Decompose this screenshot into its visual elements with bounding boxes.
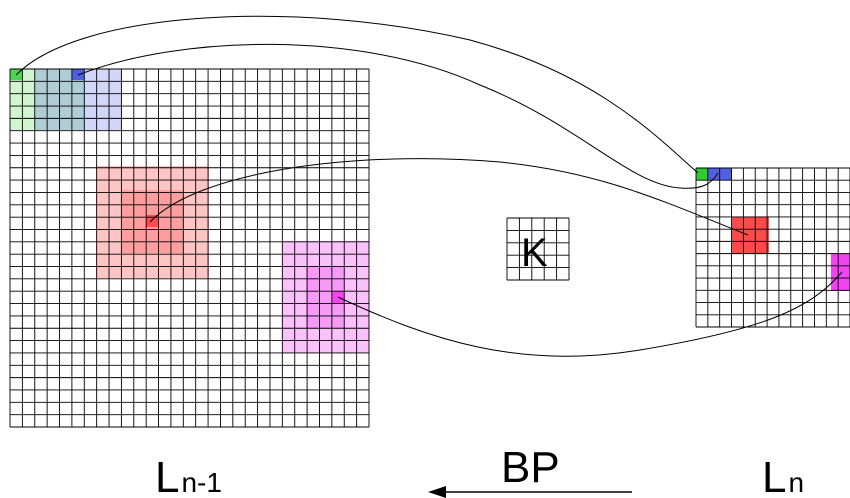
next-layer-grid <box>695 167 850 328</box>
backprop-arrow <box>428 486 632 498</box>
connections <box>15 15 843 357</box>
red-connection <box>149 158 749 236</box>
prev-layer-magenta-field <box>282 241 369 353</box>
next-layer-label-main: L <box>762 453 786 498</box>
prev-layer-label-sub: n-1 <box>181 467 221 498</box>
kernel-grid <box>506 217 570 281</box>
prev-layer-label: Ln-1 <box>155 453 222 498</box>
blue-connection <box>77 43 719 189</box>
prev-layer-highlights <box>10 69 369 353</box>
prev-layer-red-core <box>146 215 158 227</box>
next-layer-magenta-cell <box>831 254 850 291</box>
prev-layer-grid <box>9 68 370 428</box>
kernel-label: K <box>521 231 548 275</box>
prev-layer-label-main: L <box>155 453 179 498</box>
magenta-connection <box>337 271 843 357</box>
next-layer-red-cell <box>732 217 769 254</box>
next-layer-label: Ln <box>762 453 804 498</box>
arrow-head-icon <box>428 486 446 498</box>
green-connection <box>15 15 699 174</box>
next-layer-label-sub: n <box>788 467 804 498</box>
backprop-label: BP <box>501 443 560 492</box>
next-layer-green-cell <box>696 168 708 180</box>
